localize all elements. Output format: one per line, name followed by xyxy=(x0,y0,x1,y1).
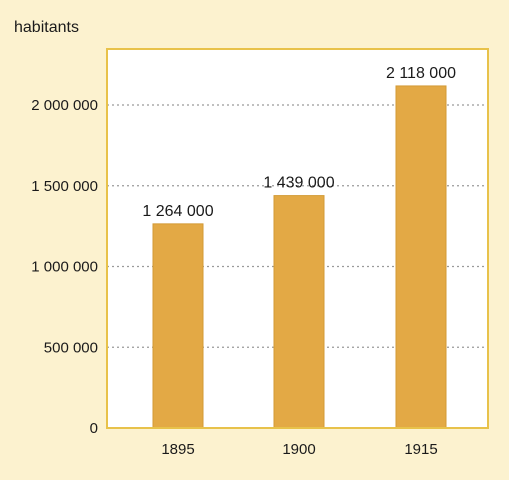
y-tick-label: 2 000 000 xyxy=(31,97,98,114)
x-axis-ticks: 1895 1900 1915 xyxy=(161,441,437,458)
data-label: 1 439 000 xyxy=(263,175,334,192)
y-axis-ticks: 0 500 000 1 000 000 1 500 000 2 000 000 xyxy=(31,97,98,437)
x-tick-label: 1915 xyxy=(404,441,437,458)
x-tick-label: 1900 xyxy=(282,441,315,458)
bar-1895 xyxy=(152,223,204,429)
bar-1915 xyxy=(395,85,447,429)
y-tick-label: 500 000 xyxy=(44,339,98,356)
y-axis-unit-label: habitants xyxy=(14,19,79,36)
y-tick-label: 1 000 000 xyxy=(31,259,98,276)
bar-1900 xyxy=(273,195,325,429)
data-labels: 1 264 000 1 439 000 2 118 000 xyxy=(142,65,456,220)
y-tick-label: 1 500 000 xyxy=(31,178,98,195)
data-label: 2 118 000 xyxy=(386,65,456,82)
bars xyxy=(152,85,447,429)
y-tick-label: 0 xyxy=(90,420,98,437)
x-tick-label: 1895 xyxy=(161,441,194,458)
plot-frame xyxy=(106,48,489,429)
data-label: 1 264 000 xyxy=(142,203,213,220)
